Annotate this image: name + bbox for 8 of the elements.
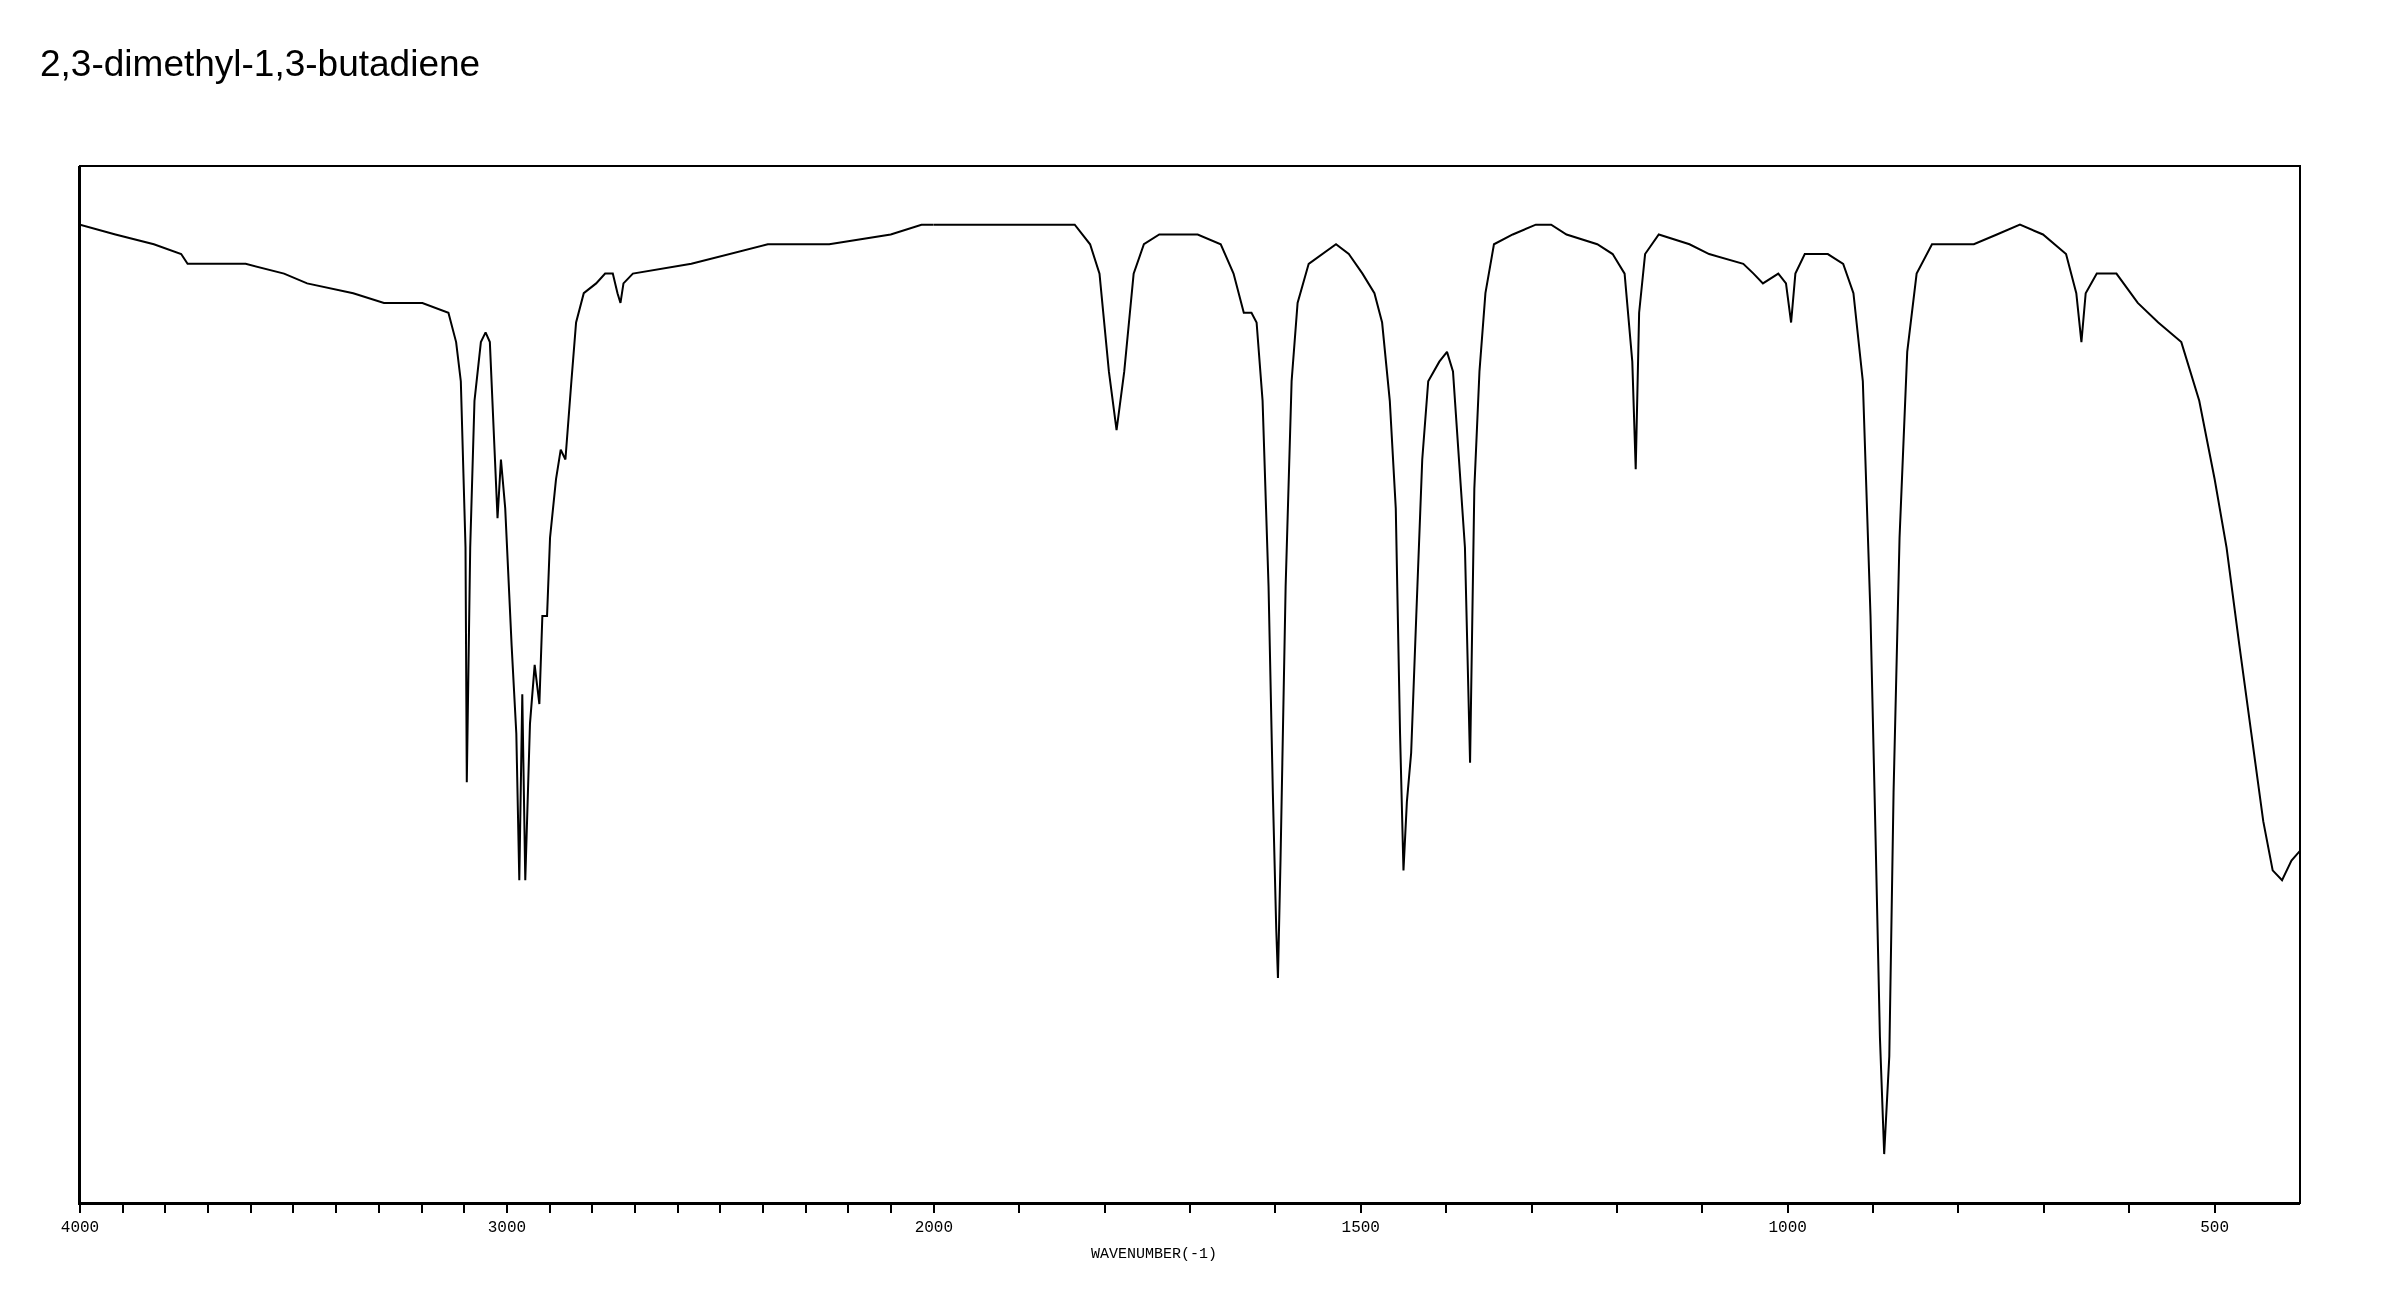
x-axis-title: WAVENUMBER(-1) (1091, 1246, 1218, 1263)
x-tick-label: 1500 (1341, 1219, 1380, 1238)
x-tick-label: 2000 (914, 1219, 954, 1238)
x-tick-label: 1000 (1768, 1219, 1807, 1238)
x-tick-label: 4000 (60, 1219, 100, 1238)
chart-title: 2,3-dimethyl-1,3-butadiene (40, 42, 481, 84)
x-tick-label: 3000 (487, 1219, 527, 1238)
x-tick-label: 500 (2200, 1219, 2230, 1238)
